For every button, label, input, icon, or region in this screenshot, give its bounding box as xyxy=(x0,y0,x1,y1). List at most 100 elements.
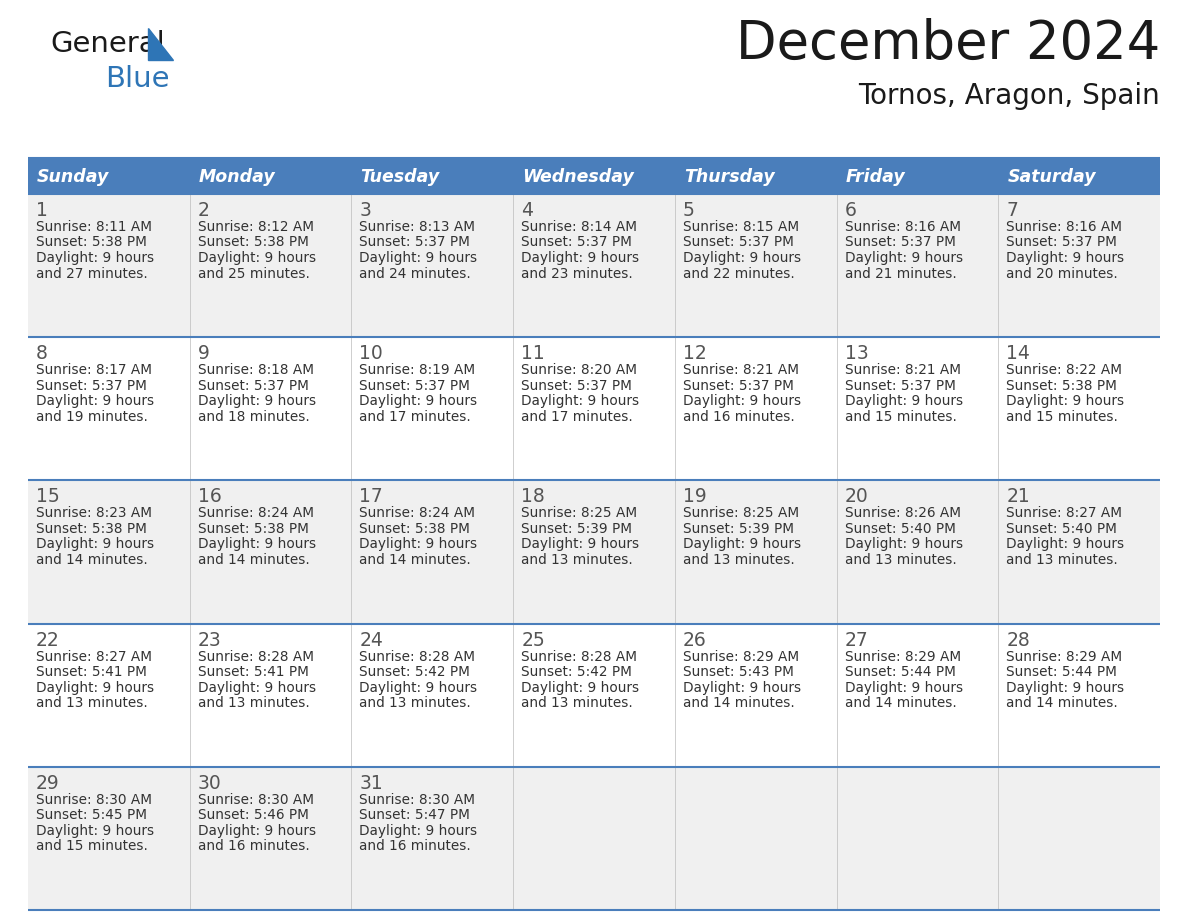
Text: Tuesday: Tuesday xyxy=(360,168,440,186)
Text: Sunday: Sunday xyxy=(37,168,109,186)
Text: Sunset: 5:37 PM: Sunset: 5:37 PM xyxy=(36,379,147,393)
Text: Sunset: 5:42 PM: Sunset: 5:42 PM xyxy=(522,666,632,679)
Bar xyxy=(998,767,1159,910)
Text: Sunset: 5:41 PM: Sunset: 5:41 PM xyxy=(36,666,147,679)
Text: 31: 31 xyxy=(360,774,384,793)
Text: Daylight: 9 hours: Daylight: 9 hours xyxy=(36,823,154,838)
Text: Sunset: 5:44 PM: Sunset: 5:44 PM xyxy=(845,666,955,679)
Text: 27: 27 xyxy=(845,631,868,650)
Bar xyxy=(29,194,190,337)
Text: and 13 minutes.: and 13 minutes. xyxy=(360,696,472,711)
Text: and 22 minutes.: and 22 minutes. xyxy=(683,266,795,281)
Text: Daylight: 9 hours: Daylight: 9 hours xyxy=(522,251,639,265)
Text: 4: 4 xyxy=(522,201,533,220)
Text: Wednesday: Wednesday xyxy=(523,168,634,186)
Text: and 14 minutes.: and 14 minutes. xyxy=(683,696,795,711)
Text: Sunset: 5:40 PM: Sunset: 5:40 PM xyxy=(845,522,955,536)
Text: Sunrise: 8:20 AM: Sunrise: 8:20 AM xyxy=(522,364,637,377)
Text: Daylight: 9 hours: Daylight: 9 hours xyxy=(845,251,962,265)
Text: Daylight: 9 hours: Daylight: 9 hours xyxy=(845,680,962,695)
Polygon shape xyxy=(148,28,173,60)
Text: Sunset: 5:44 PM: Sunset: 5:44 PM xyxy=(1006,666,1117,679)
Text: 24: 24 xyxy=(360,631,384,650)
Text: 11: 11 xyxy=(522,344,545,364)
Text: Daylight: 9 hours: Daylight: 9 hours xyxy=(683,394,801,409)
Text: Sunset: 5:39 PM: Sunset: 5:39 PM xyxy=(522,522,632,536)
Text: Sunset: 5:38 PM: Sunset: 5:38 PM xyxy=(36,236,147,250)
Text: Sunrise: 8:29 AM: Sunrise: 8:29 AM xyxy=(1006,650,1123,664)
Bar xyxy=(190,480,352,623)
Text: Sunset: 5:38 PM: Sunset: 5:38 PM xyxy=(1006,379,1117,393)
Text: Daylight: 9 hours: Daylight: 9 hours xyxy=(845,537,962,552)
Text: Sunrise: 8:29 AM: Sunrise: 8:29 AM xyxy=(845,650,961,664)
Bar xyxy=(513,337,675,480)
Text: Sunrise: 8:30 AM: Sunrise: 8:30 AM xyxy=(197,793,314,807)
Text: and 17 minutes.: and 17 minutes. xyxy=(522,409,633,424)
Text: Sunset: 5:38 PM: Sunset: 5:38 PM xyxy=(197,522,309,536)
Text: 6: 6 xyxy=(845,201,857,220)
Text: Sunrise: 8:25 AM: Sunrise: 8:25 AM xyxy=(683,507,800,521)
Text: Sunrise: 8:24 AM: Sunrise: 8:24 AM xyxy=(197,507,314,521)
Bar xyxy=(190,158,352,194)
Text: Daylight: 9 hours: Daylight: 9 hours xyxy=(197,537,316,552)
Text: and 16 minutes.: and 16 minutes. xyxy=(683,409,795,424)
Text: Sunset: 5:37 PM: Sunset: 5:37 PM xyxy=(683,236,794,250)
Text: Sunset: 5:38 PM: Sunset: 5:38 PM xyxy=(36,522,147,536)
Text: 30: 30 xyxy=(197,774,221,793)
Text: Daylight: 9 hours: Daylight: 9 hours xyxy=(197,394,316,409)
Text: and 13 minutes.: and 13 minutes. xyxy=(845,553,956,567)
Text: Sunrise: 8:26 AM: Sunrise: 8:26 AM xyxy=(845,507,961,521)
Text: 26: 26 xyxy=(683,631,707,650)
Text: Daylight: 9 hours: Daylight: 9 hours xyxy=(1006,537,1124,552)
Text: and 14 minutes.: and 14 minutes. xyxy=(360,553,472,567)
Text: General: General xyxy=(50,30,165,58)
Text: 21: 21 xyxy=(1006,487,1030,507)
Text: Sunset: 5:43 PM: Sunset: 5:43 PM xyxy=(683,666,794,679)
Text: Daylight: 9 hours: Daylight: 9 hours xyxy=(36,251,154,265)
Bar xyxy=(513,623,675,767)
Bar xyxy=(836,194,998,337)
Bar xyxy=(675,623,836,767)
Text: Daylight: 9 hours: Daylight: 9 hours xyxy=(1006,394,1124,409)
Bar xyxy=(352,623,513,767)
Text: Daylight: 9 hours: Daylight: 9 hours xyxy=(36,680,154,695)
Text: Sunset: 5:42 PM: Sunset: 5:42 PM xyxy=(360,666,470,679)
Text: Monday: Monday xyxy=(198,168,276,186)
Text: Daylight: 9 hours: Daylight: 9 hours xyxy=(522,537,639,552)
Bar xyxy=(836,337,998,480)
Bar xyxy=(190,194,352,337)
Bar xyxy=(513,158,675,194)
Text: Daylight: 9 hours: Daylight: 9 hours xyxy=(1006,251,1124,265)
Text: 1: 1 xyxy=(36,201,48,220)
Text: and 20 minutes.: and 20 minutes. xyxy=(1006,266,1118,281)
Text: Sunset: 5:37 PM: Sunset: 5:37 PM xyxy=(197,379,309,393)
Text: 9: 9 xyxy=(197,344,209,364)
Text: Sunset: 5:37 PM: Sunset: 5:37 PM xyxy=(522,236,632,250)
Text: Sunrise: 8:18 AM: Sunrise: 8:18 AM xyxy=(197,364,314,377)
Text: 14: 14 xyxy=(1006,344,1030,364)
Bar xyxy=(352,158,513,194)
Text: Sunrise: 8:27 AM: Sunrise: 8:27 AM xyxy=(1006,507,1123,521)
Bar xyxy=(998,158,1159,194)
Text: Daylight: 9 hours: Daylight: 9 hours xyxy=(360,251,478,265)
Bar xyxy=(352,767,513,910)
Text: Sunrise: 8:13 AM: Sunrise: 8:13 AM xyxy=(360,220,475,234)
Text: Sunset: 5:39 PM: Sunset: 5:39 PM xyxy=(683,522,794,536)
Text: Sunrise: 8:24 AM: Sunrise: 8:24 AM xyxy=(360,507,475,521)
Text: 23: 23 xyxy=(197,631,221,650)
Text: Daylight: 9 hours: Daylight: 9 hours xyxy=(36,394,154,409)
Text: Daylight: 9 hours: Daylight: 9 hours xyxy=(683,251,801,265)
Text: 13: 13 xyxy=(845,344,868,364)
Text: Daylight: 9 hours: Daylight: 9 hours xyxy=(360,537,478,552)
Text: 3: 3 xyxy=(360,201,372,220)
Text: Sunrise: 8:22 AM: Sunrise: 8:22 AM xyxy=(1006,364,1123,377)
Text: and 14 minutes.: and 14 minutes. xyxy=(1006,696,1118,711)
Bar xyxy=(29,623,190,767)
Bar xyxy=(352,480,513,623)
Text: 19: 19 xyxy=(683,487,707,507)
Text: 5: 5 xyxy=(683,201,695,220)
Text: Sunrise: 8:28 AM: Sunrise: 8:28 AM xyxy=(522,650,637,664)
Text: Sunrise: 8:21 AM: Sunrise: 8:21 AM xyxy=(683,364,798,377)
Bar xyxy=(29,767,190,910)
Bar xyxy=(675,194,836,337)
